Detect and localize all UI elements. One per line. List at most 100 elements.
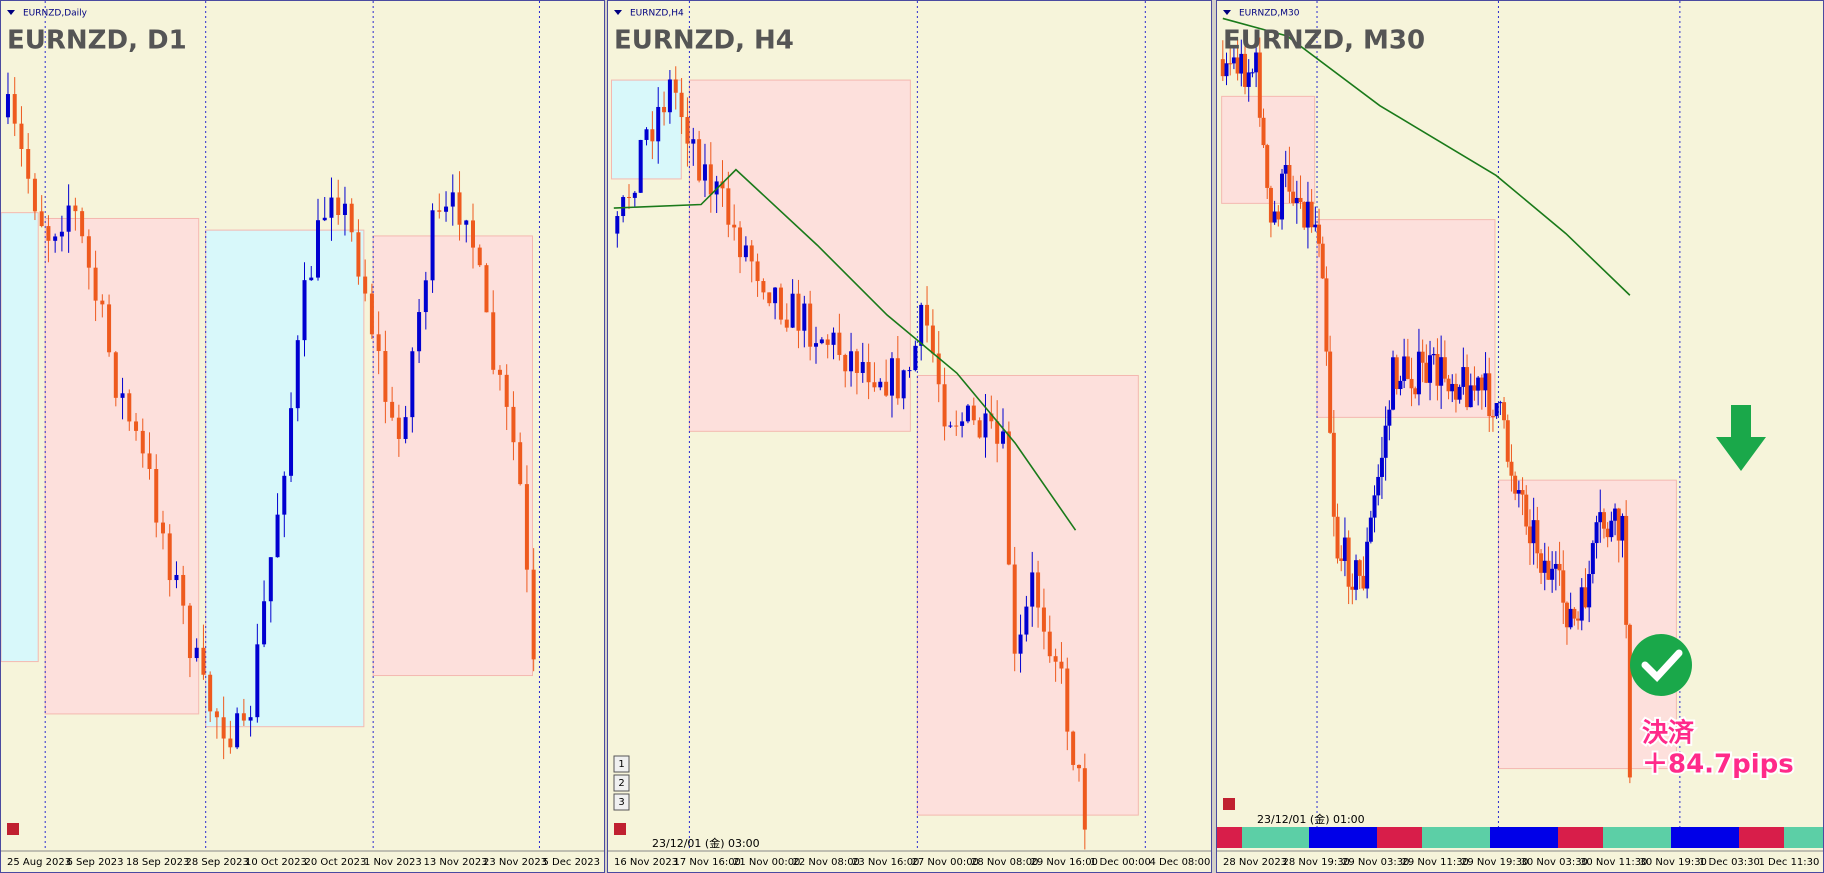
candle-body [977, 420, 982, 438]
candle-body [802, 303, 807, 331]
candle-body [983, 413, 988, 438]
signal-bar [1422, 827, 1490, 848]
candle-body [632, 192, 637, 198]
candle-body [275, 514, 280, 558]
candle-body [1557, 563, 1562, 571]
candle-body [1524, 494, 1529, 527]
candle-body [1627, 624, 1632, 778]
candle-body [1309, 201, 1314, 228]
candle-body [356, 232, 361, 277]
template-button[interactable] [613, 793, 630, 811]
candle-body [1302, 202, 1307, 228]
candle-body [403, 417, 408, 439]
signal-bar [1490, 827, 1558, 848]
candle-body [268, 557, 273, 602]
moving-average [613, 168, 1077, 531]
candle-body [1624, 515, 1629, 625]
signal-bar [1739, 827, 1784, 848]
candle-body [174, 574, 179, 581]
date-label: 16 Nov 2023 [614, 857, 678, 868]
chart-window: EURNZD,Daily EURNZD, D1 25 Aug 2023 6 Sep 2… [0, 0, 605, 873]
candle-body [86, 236, 91, 268]
candle-body [679, 92, 684, 118]
candle-body [1398, 380, 1403, 390]
close-icon [1223, 798, 1235, 810]
candle-body [289, 408, 294, 476]
candle-body [1036, 572, 1041, 608]
signal-bar [1784, 827, 1823, 848]
candle-body [93, 267, 98, 301]
date-label: 23 Nov 16:00 [852, 857, 919, 868]
candle-body [19, 123, 24, 150]
date-label: 18 Sep 2023 [126, 857, 189, 868]
candle-body [1616, 508, 1621, 541]
candle-body [638, 139, 643, 193]
window-title: EURNZD,H4 [630, 9, 684, 19]
date-label: 28 Nov 08:00 [971, 857, 1038, 868]
candle-body [1012, 564, 1017, 654]
candle-body [120, 393, 125, 398]
candle-body [430, 210, 435, 281]
template-button-label: 1 [618, 759, 624, 770]
candle-body [1576, 618, 1581, 621]
template-button[interactable] [613, 755, 630, 773]
candle-body [376, 334, 381, 352]
template-button-label: 3 [618, 797, 624, 808]
candle-body [1065, 668, 1070, 732]
candle-body [1535, 520, 1540, 554]
candle-body [1335, 516, 1340, 559]
candle-body [66, 205, 71, 232]
candle-body [738, 227, 743, 258]
candle-body [511, 406, 516, 443]
candle-body [1365, 541, 1370, 589]
candle-body [749, 245, 754, 262]
candle-body [1564, 602, 1569, 628]
candle-body [1291, 191, 1296, 204]
candle-body [895, 358, 900, 399]
candle-body [1620, 515, 1625, 541]
date-label: 1 Dec 03:30 [1699, 857, 1760, 868]
candle-body [369, 293, 374, 335]
candle-body [960, 421, 965, 426]
candle-body [1298, 197, 1303, 203]
candle-body [1059, 661, 1064, 669]
candle-body [315, 220, 320, 278]
candle-body [241, 713, 246, 721]
date-label: 10 Oct 2023 [245, 857, 307, 868]
candle-body [790, 293, 795, 328]
candle-body [444, 206, 449, 212]
close-icon [7, 823, 19, 835]
candle-body [1424, 362, 1429, 383]
date-label: 1 Dec 00:00 [1090, 857, 1151, 868]
candle-body [936, 353, 941, 385]
candle-body [1479, 377, 1484, 391]
candle-body [194, 647, 199, 659]
candle-body [423, 280, 428, 313]
candle-body [872, 382, 877, 388]
candle-body [1379, 457, 1384, 477]
candle-body [26, 149, 31, 179]
candle-body [1420, 351, 1425, 363]
candle-body [484, 265, 489, 313]
candle-body [732, 224, 737, 228]
candle-body [1553, 563, 1558, 569]
candle-body [390, 401, 395, 418]
date-bar [1217, 851, 1823, 872]
candle-body [1018, 634, 1023, 654]
entry-arrow [1716, 405, 1766, 471]
candle-body [181, 574, 186, 606]
candle-body [107, 304, 112, 353]
candle-body [201, 647, 206, 675]
candle-body [884, 381, 889, 396]
candle-body [504, 374, 509, 407]
candle-body [1435, 353, 1440, 386]
candle-body [363, 276, 368, 294]
candle-body [464, 220, 469, 225]
candle-body [497, 369, 502, 375]
signal-bar [1603, 827, 1671, 848]
candle-body [1231, 57, 1236, 64]
candle-body [1239, 53, 1244, 74]
template-button-label: 2 [618, 778, 624, 789]
template-button[interactable] [613, 774, 630, 792]
